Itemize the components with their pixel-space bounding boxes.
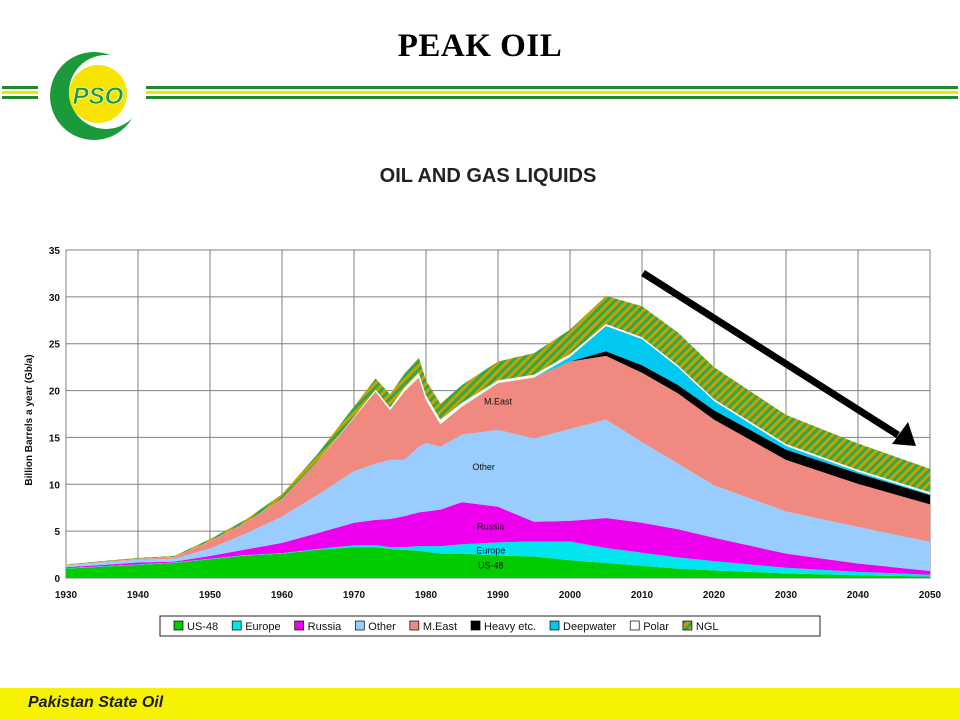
oil-gas-liquids-chart: OIL AND GAS LIQUIDS Billion Barrels a ye… (24, 165, 942, 637)
area-russia (66, 502, 930, 575)
x-tick-label: 2000 (559, 590, 582, 601)
legend-swatch (173, 620, 184, 631)
y-axis-label: Billion Barrels a year (Gb/a) (24, 354, 35, 485)
area-us-48 (66, 547, 930, 578)
x-tick-label: 1930 (55, 590, 78, 601)
legend-swatch (682, 620, 693, 631)
legend-label: Deepwater (563, 621, 617, 633)
y-tick-label: 30 (49, 293, 61, 304)
legend-label: NGL (696, 621, 719, 633)
header-band-left (2, 86, 38, 89)
legend-label: US-48 (187, 621, 218, 633)
legend-swatch (409, 620, 420, 631)
y-tick-label: 15 (49, 433, 61, 444)
legend-swatch (629, 620, 640, 631)
legend-swatch (549, 620, 560, 631)
legend-label: Other (368, 621, 396, 633)
area-m-east (66, 355, 930, 566)
x-tick-label: 2040 (847, 590, 870, 601)
slide-title: PEAK OIL (397, 28, 563, 64)
decline-arrow (641, 270, 900, 438)
header-band-right-2 (146, 96, 958, 99)
header-band-left-2 (2, 96, 38, 99)
x-tick-label: 2030 (775, 590, 798, 601)
area-label: Other (472, 462, 495, 472)
header-band-right (146, 86, 958, 89)
x-tick-label: 1990 (487, 590, 510, 601)
legend-label: Polar (643, 621, 669, 633)
footer-company-name: Pakistan State Oil (28, 694, 164, 711)
area-europe (66, 541, 930, 577)
y-tick-label: 25 (49, 340, 61, 351)
y-tick-label: 10 (49, 480, 61, 491)
x-tick-label: 1970 (343, 590, 366, 601)
x-tick-label: 2020 (703, 590, 726, 601)
x-tick-label: 1950 (199, 590, 222, 601)
logo-text: PSO (73, 83, 124, 110)
y-tick-label: 20 (49, 387, 61, 398)
decline-arrowhead (892, 422, 916, 446)
footer-bar: Pakistan State Oil (0, 688, 960, 720)
x-tick-label: 2050 (919, 590, 942, 601)
area-other (66, 419, 930, 571)
legend-swatch (470, 620, 481, 631)
area-label: Russia (477, 521, 505, 531)
x-tick-label: 1940 (127, 590, 150, 601)
legend-swatch (354, 620, 365, 631)
y-tick-label: 5 (54, 527, 60, 538)
chart-title: OIL AND GAS LIQUIDS (380, 165, 597, 187)
pso-logo-icon: PSO (50, 52, 142, 140)
x-tick-label: 2010 (631, 590, 654, 601)
legend-swatch (231, 620, 242, 631)
area-ngl (66, 295, 930, 565)
header-band-right-yellow (146, 91, 958, 94)
legend-label: Europe (245, 621, 280, 633)
y-tick-label: 0 (54, 574, 60, 585)
legend-label: Heavy etc. (484, 621, 536, 633)
x-tick-label: 1960 (271, 590, 294, 601)
header-band-left-yellow (2, 91, 38, 94)
x-tick-label: 1980 (415, 590, 438, 601)
legend-label: M.East (423, 621, 457, 633)
area-label: M.East (484, 397, 513, 407)
area-label: US-48 (478, 561, 504, 571)
y-tick-label: 35 (49, 246, 61, 257)
legend-label: Russia (308, 621, 343, 633)
legend-box (159, 615, 821, 637)
area-label: Europe (476, 546, 505, 556)
legend-swatch (294, 620, 305, 631)
